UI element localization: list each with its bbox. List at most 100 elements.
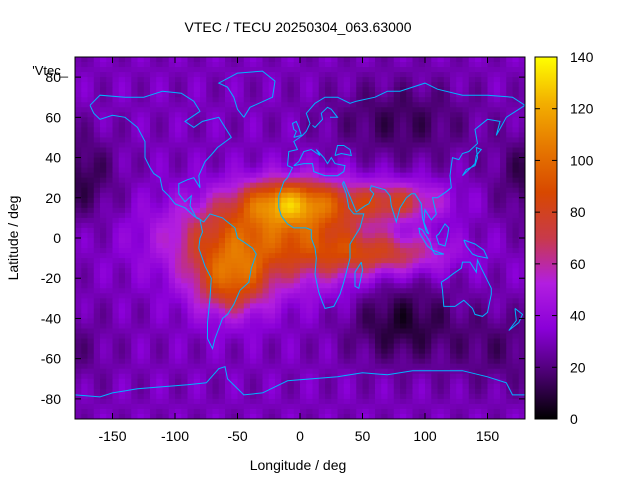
heatmap-cell [262,232,270,239]
heatmap-cell [412,263,420,269]
heatmap-cell [125,268,132,274]
heatmap-cell [431,162,439,169]
heatmap-cell [200,57,207,63]
heatmap-cell [306,248,314,254]
heatmap-cell [318,313,326,320]
heatmap-cell [443,67,451,73]
heatmap-cell [206,212,214,219]
heatmap-cell [293,308,301,315]
heatmap-cell [500,348,507,355]
heatmap-cell [518,157,525,164]
heatmap-cell [200,328,207,335]
heatmap-cell [350,393,357,400]
heatmap-cell [212,343,220,350]
heatmap-cell [168,192,176,199]
heatmap-cell [493,338,501,345]
heatmap-cell [87,353,95,360]
heatmap-cell [225,197,232,204]
heatmap-cell [125,373,132,380]
heatmap-cell [150,393,157,400]
heatmap-cell [387,383,395,390]
heatmap-cell [112,393,120,400]
heatmap-cell [100,288,107,294]
heatmap-cell [412,197,420,204]
heatmap-cell [112,373,120,380]
heatmap-cell [300,212,307,219]
heatmap-cell [393,273,401,279]
heatmap-cell [187,313,195,320]
heatmap-cell [300,328,307,335]
heatmap-cell [237,87,245,93]
heatmap-cell [462,328,470,335]
heatmap-cell [318,328,326,335]
heatmap-cell [506,207,514,214]
heatmap-cell [206,263,214,269]
heatmap-cell [181,172,189,179]
heatmap-cell [325,67,332,73]
heatmap-cell [425,157,432,164]
heatmap-cell [406,87,414,93]
heatmap-cell [337,162,345,169]
heatmap-cell [137,112,145,118]
heatmap-cell [406,207,414,214]
heatmap-cell [312,77,320,83]
heatmap-cell [462,378,470,385]
heatmap-cell [150,112,157,118]
heatmap-cell [237,393,245,400]
heatmap-cell [143,338,151,345]
heatmap-cell [143,197,151,204]
heatmap-cell [250,227,257,234]
heatmap-cell [262,87,270,93]
heatmap-cell [443,132,451,139]
heatmap-cell [187,248,195,254]
heatmap-cell [212,258,220,264]
heatmap-cell [162,147,170,154]
heatmap-cell [506,273,514,279]
heatmap-cell [150,388,157,395]
heatmap-cell [450,343,457,350]
heatmap-cell [493,273,501,279]
heatmap-cell [518,248,525,254]
heatmap-cell [206,162,214,169]
heatmap-cell [431,243,439,249]
heatmap-cell [193,72,201,78]
heatmap-cell [506,358,514,365]
heatmap-cell [350,82,357,88]
heatmap-cell [437,172,445,179]
heatmap-cell [343,122,351,128]
heatmap-cell [81,373,89,380]
heatmap-cell [493,318,501,325]
heatmap-cell [518,373,525,380]
heatmap-cell [437,288,445,294]
heatmap-cell [437,318,445,325]
heatmap-cell [500,137,507,144]
heatmap-cell [393,147,401,154]
heatmap-cell [343,117,351,123]
heatmap-cell [218,353,226,360]
heatmap-cell [287,258,295,264]
heatmap-cell [231,328,239,335]
heatmap-cell [75,62,82,68]
heatmap-cell [337,363,345,370]
heatmap-cell [281,222,289,229]
heatmap-cell [100,62,107,68]
heatmap-cell [87,328,95,335]
heatmap-cell [337,268,345,274]
heatmap-cell [518,328,525,335]
heatmap-cell [506,227,514,234]
heatmap-cell [118,202,126,209]
heatmap-cell [200,192,207,199]
heatmap-cell [75,182,82,189]
heatmap-cell [506,217,514,224]
heatmap-cell [150,147,157,154]
heatmap-cell [431,157,439,164]
heatmap-cell [168,162,176,169]
heatmap-cell [75,102,82,108]
heatmap-cell [187,207,195,214]
heatmap-cell [506,303,514,309]
heatmap-cell [362,132,370,139]
heatmap-cell [206,92,214,98]
heatmap-cell [437,157,445,164]
heatmap-cell [131,67,139,73]
heatmap-cell [200,222,207,229]
